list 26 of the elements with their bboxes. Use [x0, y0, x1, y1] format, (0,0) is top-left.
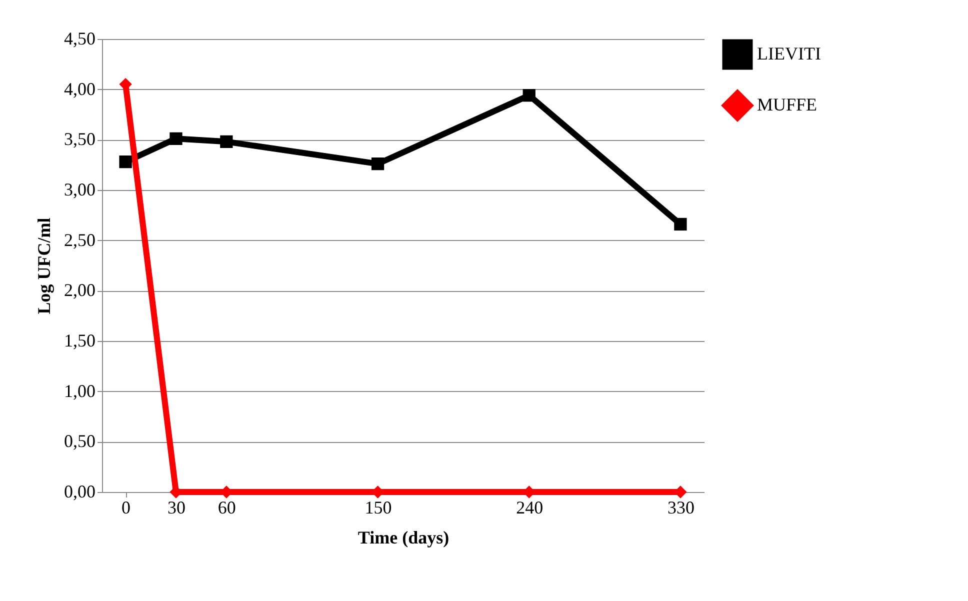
- legend-label: MUFFE: [757, 94, 818, 114]
- y-tick-label: 1,50: [64, 330, 96, 350]
- y-tick-label: 2,50: [64, 230, 96, 250]
- y-tick-label: 1,00: [64, 380, 96, 401]
- point: [220, 135, 233, 148]
- point: [170, 132, 182, 145]
- legend-label: LIEVITI: [757, 44, 821, 64]
- point: [119, 155, 132, 168]
- y-tick-label: 3,00: [64, 180, 96, 200]
- y-tick-label: 2,00: [64, 280, 96, 300]
- y-tick-label: 0,50: [64, 431, 96, 452]
- point: [522, 89, 536, 102]
- x-axis-title: Time (days): [358, 528, 450, 548]
- y-tick-label: 4,50: [64, 28, 96, 48]
- y-tick-label: 3,50: [64, 129, 96, 150]
- x-tick-label: 30: [167, 498, 186, 518]
- point: [674, 218, 687, 231]
- point: [371, 158, 384, 170]
- x-tick-label: 240: [516, 498, 544, 518]
- x-tick-label: 330: [667, 498, 694, 518]
- x-tick-label: 150: [364, 498, 392, 518]
- y-tick-label: 4,00: [64, 78, 96, 99]
- x-tick-label: 0: [122, 498, 131, 518]
- x-tick-label: 60: [218, 498, 236, 518]
- y-tick-label: 0,00: [64, 482, 96, 502]
- y-axis-title: Log UFC/ml: [34, 218, 54, 314]
